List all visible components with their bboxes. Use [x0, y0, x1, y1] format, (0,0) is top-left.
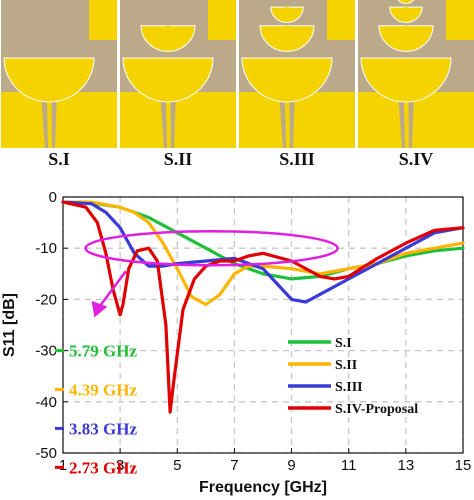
panel-label-2: S.II	[164, 149, 193, 169]
x-tick-label: 15	[455, 457, 472, 474]
y-axis-title: S11 [dB]	[1, 293, 18, 357]
x-tick-label: 9	[287, 457, 295, 474]
panel-label-1: S.I	[48, 149, 70, 169]
panel-label-3: S.III	[279, 149, 315, 169]
stacked-connector	[285, 7, 289, 16]
highlight-arrow-shaft	[96, 270, 127, 311]
stacked-connector	[404, 7, 408, 16]
main-radiator	[241, 57, 333, 103]
x-tick-label: 3	[116, 457, 124, 474]
legend-label-1: S.I	[335, 336, 352, 351]
y-tick-label: -40	[35, 394, 57, 411]
antenna-panel-4	[358, 0, 474, 148]
annotation-label: 2.73 GHz	[69, 458, 137, 477]
side-patch	[89, 0, 117, 40]
legend-label-4: S.IV-Proposal	[335, 402, 418, 417]
stacked-connector	[285, 25, 289, 34]
panel-label-4: S.IV	[399, 149, 434, 169]
y-tick-label: -30	[35, 343, 57, 360]
main-radiator	[360, 57, 452, 103]
x-tick-label: 11	[341, 457, 357, 474]
y-tick-label: -50	[35, 445, 57, 462]
highlight-arrow-head	[91, 300, 108, 318]
antenna-panel-2	[120, 0, 236, 148]
antenna-panel-3	[239, 0, 355, 148]
antenna-panels: S.I S.II S.III S.IV	[1, 0, 474, 169]
side-patch	[327, 0, 355, 40]
x-tick-label: 7	[230, 457, 238, 474]
y-tick-label: 0	[49, 189, 57, 206]
x-tick-label: 13	[398, 457, 415, 474]
annotation-label: 4.39 GHz	[69, 381, 137, 400]
legend: S.I S.II S.III S.IV-Proposal	[288, 336, 418, 417]
stacked-radiator	[140, 25, 196, 52]
frequency-annotations: 5.79 GHz 4.39 GHz 3.83 GHz 2.73 GHz	[55, 342, 137, 477]
annotation-label: 5.79 GHz	[69, 342, 137, 361]
side-patch	[446, 0, 474, 40]
highlight-ellipse	[84, 229, 339, 267]
legend-label-3: S.III	[335, 380, 363, 395]
stacked-connector	[404, 25, 408, 34]
stacked-radiator	[259, 25, 315, 52]
side-patch	[208, 0, 236, 40]
legend-label-2: S.II	[335, 358, 357, 373]
x-tick-label: 5	[173, 457, 181, 474]
y-tick-label: -20	[35, 291, 57, 308]
antenna-panel-1	[1, 0, 117, 148]
y-tick-label: -10	[35, 240, 57, 257]
series-line-4	[61, 200, 465, 414]
annotation-label: 3.83 GHz	[69, 419, 137, 438]
main-radiator	[122, 57, 214, 103]
x-tick-label: 1	[59, 457, 67, 474]
main-radiator	[3, 57, 95, 103]
plot-frame	[62, 196, 464, 454]
stacked-radiator	[378, 25, 434, 52]
stacked-connector	[404, 0, 408, 3]
stacked-connector	[166, 25, 170, 34]
x-axis-title: Frequency [GHz]	[199, 479, 327, 496]
